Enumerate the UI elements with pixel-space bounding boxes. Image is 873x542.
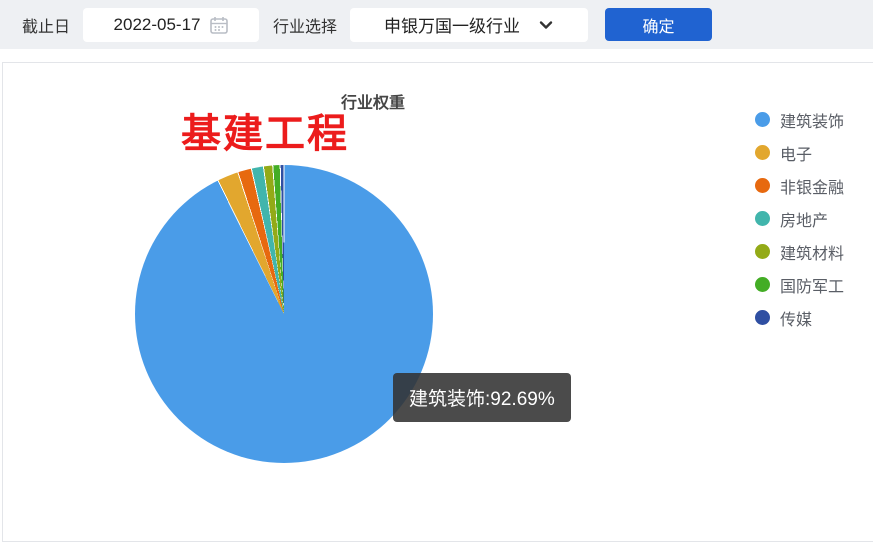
date-value: 2022-05-17 [113, 14, 201, 34]
legend-dot-icon [755, 211, 770, 226]
legend-label: 建筑装饰 [780, 113, 845, 131]
chart-card: 行业权重 基建工程 建筑装饰电子非银金融房地产建筑材料国防军工传媒 建筑装饰:9… [2, 62, 873, 542]
chart-title: 行业权重 [340, 95, 405, 112]
annotation-text: 基建工程 [181, 112, 349, 156]
legend-dot-icon [755, 277, 770, 292]
legend-dot-icon [755, 244, 770, 259]
legend-item[interactable]: 国防军工 [755, 268, 844, 301]
industry-label: 行业选择 [273, 18, 338, 36]
industry-select[interactable]: 申银万国一级行业 [350, 7, 589, 42]
tooltip-text: 建筑装饰:92.69% [409, 389, 555, 410]
calendar-icon[interactable] [209, 15, 229, 35]
legend-dot-icon [755, 112, 770, 127]
legend-item[interactable]: 建筑材料 [755, 235, 844, 268]
legend-label: 传媒 [780, 311, 813, 329]
tooltip: 建筑装饰:92.69% [393, 373, 571, 422]
legend-item[interactable]: 非银金融 [755, 169, 844, 202]
legend-label: 房地产 [780, 212, 829, 230]
legend-item[interactable]: 电子 [755, 136, 844, 169]
pie-chart[interactable] [135, 165, 433, 463]
toolbar: 截止日 2022-05-17 行业选择 申银万国一级行业 确定 [0, 0, 873, 49]
legend-item[interactable]: 建筑装饰 [755, 103, 844, 136]
legend-label: 非银金融 [780, 179, 845, 197]
legend-dot-icon [755, 145, 770, 160]
date-input[interactable]: 2022-05-17 [83, 7, 260, 42]
legend-label: 电子 [780, 146, 813, 164]
legend-label: 建筑材料 [780, 245, 845, 263]
legend: 建筑装饰电子非银金融房地产建筑材料国防军工传媒 [755, 103, 844, 334]
legend-item[interactable]: 房地产 [755, 202, 844, 235]
legend-label: 国防军工 [780, 278, 845, 296]
legend-dot-icon [755, 310, 770, 325]
date-label: 截止日 [22, 18, 71, 36]
legend-dot-icon [755, 178, 770, 193]
legend-item[interactable]: 传媒 [755, 301, 844, 334]
industry-select-value: 申银万国一级行业 [384, 17, 521, 36]
chevron-down-icon [538, 17, 554, 33]
confirm-button[interactable]: 确定 [605, 8, 713, 41]
